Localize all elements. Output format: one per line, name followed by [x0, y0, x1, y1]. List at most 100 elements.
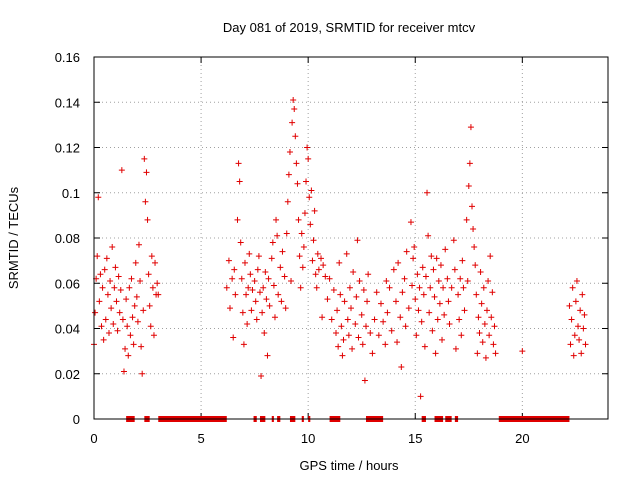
- data-point: [132, 259, 139, 266]
- data-point: [127, 332, 134, 339]
- data-point: [307, 221, 314, 228]
- x-tick-label: 20: [515, 431, 529, 446]
- data-point: [380, 318, 387, 325]
- data-point: [253, 316, 260, 323]
- data-point: [398, 363, 405, 370]
- data-point: [255, 253, 262, 260]
- data-point: [384, 309, 391, 316]
- data-point: [249, 287, 256, 294]
- data-point: [319, 314, 326, 321]
- data-point: [246, 250, 253, 257]
- data-point: [108, 305, 115, 312]
- data-point: [133, 293, 140, 300]
- data-point: [223, 284, 230, 291]
- data-point: [137, 277, 144, 284]
- data-point: [470, 225, 477, 232]
- data-point: [367, 330, 374, 337]
- data-point: [261, 330, 268, 337]
- x-tick-label: 10: [301, 431, 315, 446]
- data-point: [122, 345, 129, 352]
- data-point: [377, 300, 384, 307]
- data-point: [282, 305, 289, 312]
- data-point: [264, 352, 271, 359]
- data-point: [432, 350, 439, 357]
- data-point: [488, 314, 495, 321]
- data-point: [237, 239, 244, 246]
- data-point: [382, 341, 389, 348]
- data-point: [444, 275, 451, 282]
- data-point: [397, 314, 404, 321]
- data-point: [489, 289, 496, 296]
- data-point: [308, 187, 315, 194]
- data-point: [152, 259, 159, 266]
- data-point: [96, 298, 103, 305]
- data-point: [440, 284, 447, 291]
- data-point: [475, 314, 482, 321]
- y-tick-label: 0.04: [55, 322, 80, 337]
- data-point: [388, 327, 395, 334]
- data-point: [414, 271, 421, 278]
- data-point: [463, 216, 470, 223]
- data-point: [97, 271, 104, 278]
- data-point: [437, 262, 444, 269]
- data-point: [278, 298, 285, 305]
- data-point: [115, 273, 122, 280]
- data-point: [305, 155, 312, 162]
- data-point: [240, 341, 247, 348]
- data-point: [298, 230, 305, 237]
- data-point: [371, 316, 378, 323]
- data-point: [411, 244, 418, 251]
- data-point: [243, 291, 250, 298]
- data-point: [324, 296, 331, 303]
- data-point: [417, 393, 424, 400]
- y-tick-label: 0.06: [55, 276, 80, 291]
- data-point: [395, 259, 402, 266]
- data-point: [480, 284, 487, 291]
- data-point: [434, 316, 441, 323]
- data-point: [487, 253, 494, 260]
- data-point: [101, 266, 108, 273]
- data-point: [286, 149, 293, 156]
- data-point: [114, 327, 121, 334]
- data-point: [359, 341, 366, 348]
- data-point: [486, 332, 493, 339]
- x-tick-label: 5: [197, 431, 204, 446]
- data-point: [225, 257, 232, 264]
- data-point: [419, 264, 426, 271]
- data-point: [401, 275, 408, 282]
- data-point: [293, 160, 300, 167]
- data-point: [301, 210, 308, 217]
- data-point: [448, 284, 455, 291]
- data-point: [441, 311, 448, 318]
- data-point: [274, 232, 281, 239]
- data-point: [148, 253, 155, 260]
- y-axis-label: SRMTID / TECUs: [6, 186, 21, 289]
- data-point: [299, 264, 306, 271]
- data-point: [244, 320, 251, 327]
- data-point: [341, 298, 348, 305]
- data-point: [348, 305, 354, 312]
- data-point: [571, 332, 578, 339]
- data-point: [138, 343, 145, 350]
- data-point: [436, 300, 443, 307]
- data-point: [334, 307, 341, 314]
- data-point: [142, 198, 149, 205]
- data-point: [344, 316, 351, 323]
- data-point: [390, 266, 397, 273]
- data-point: [285, 171, 292, 178]
- data-point: [459, 257, 466, 264]
- data-point: [576, 336, 583, 343]
- data-point: [143, 169, 150, 176]
- data-point: [100, 336, 107, 343]
- data-point: [450, 237, 457, 244]
- data-point: [412, 296, 419, 303]
- data-point: [474, 350, 481, 357]
- data-point: [262, 268, 269, 275]
- data-point: [99, 284, 106, 291]
- data-point: [116, 309, 123, 316]
- data-point: [130, 341, 137, 348]
- data-point: [365, 271, 372, 278]
- data-point: [383, 277, 390, 284]
